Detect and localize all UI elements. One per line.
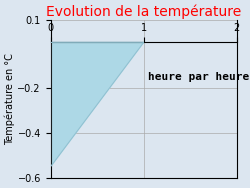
Title: Evolution de la température: Evolution de la température [46, 4, 241, 19]
Text: heure par heure: heure par heure [148, 72, 250, 82]
Polygon shape [51, 42, 144, 167]
Y-axis label: Température en °C: Température en °C [4, 53, 15, 145]
